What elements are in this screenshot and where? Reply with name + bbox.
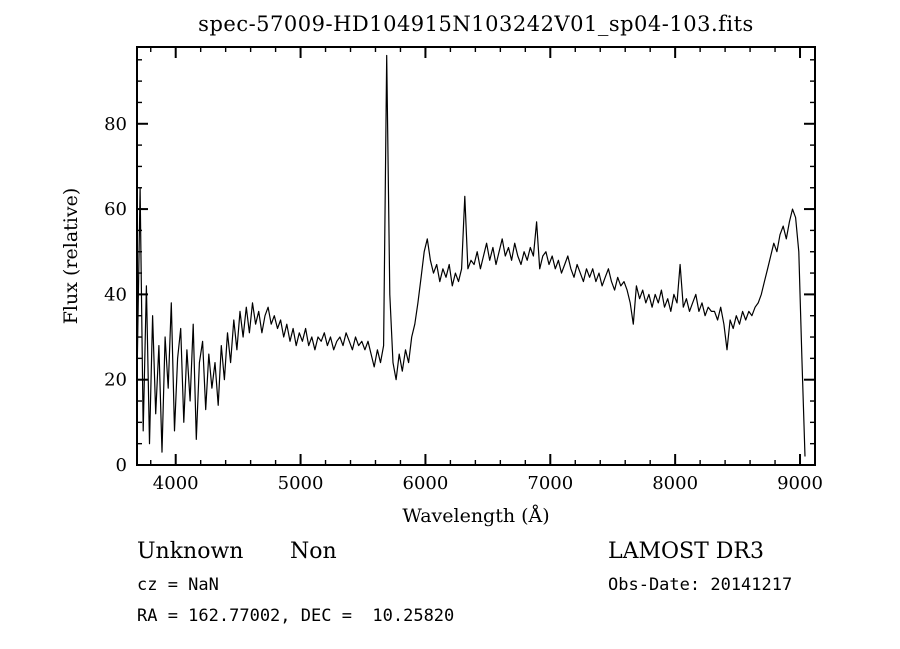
y-axis-label: Flux (relative) xyxy=(60,188,82,325)
tick-label: 4000 xyxy=(153,473,199,494)
spectrum-path xyxy=(136,54,806,457)
spectrum-line xyxy=(136,54,806,457)
tick-label: 0 xyxy=(116,455,127,476)
tick-label: 5000 xyxy=(278,473,324,494)
cz-label: cz = NaN xyxy=(137,575,219,595)
tick-label: 40 xyxy=(104,284,127,305)
tick-label: 20 xyxy=(104,370,127,391)
x-axis-label: Wavelength (Å) xyxy=(402,505,549,527)
tick-label: 8000 xyxy=(652,473,698,494)
tick-label: 80 xyxy=(104,114,127,135)
class-label: Unknown xyxy=(137,539,243,564)
survey-label: LAMOST DR3 xyxy=(608,539,764,564)
tick-label: 60 xyxy=(104,199,127,220)
obs-date-label: Obs-Date: 20141217 xyxy=(608,575,792,595)
plot-axes: 4000 5000 6000 7000 8000 9000 0 20 40 60 80 xyxy=(104,46,823,494)
tick-label: 9000 xyxy=(777,473,823,494)
tick-label: 7000 xyxy=(527,473,573,494)
subclass-label: Non xyxy=(290,539,337,564)
ra-dec-label: RA = 162.77002, DEC = 10.25820 xyxy=(137,606,454,626)
plot-title: spec-57009-HD104915N103242V01_sp04-103.f… xyxy=(198,12,754,36)
tick-label: 6000 xyxy=(403,473,449,494)
